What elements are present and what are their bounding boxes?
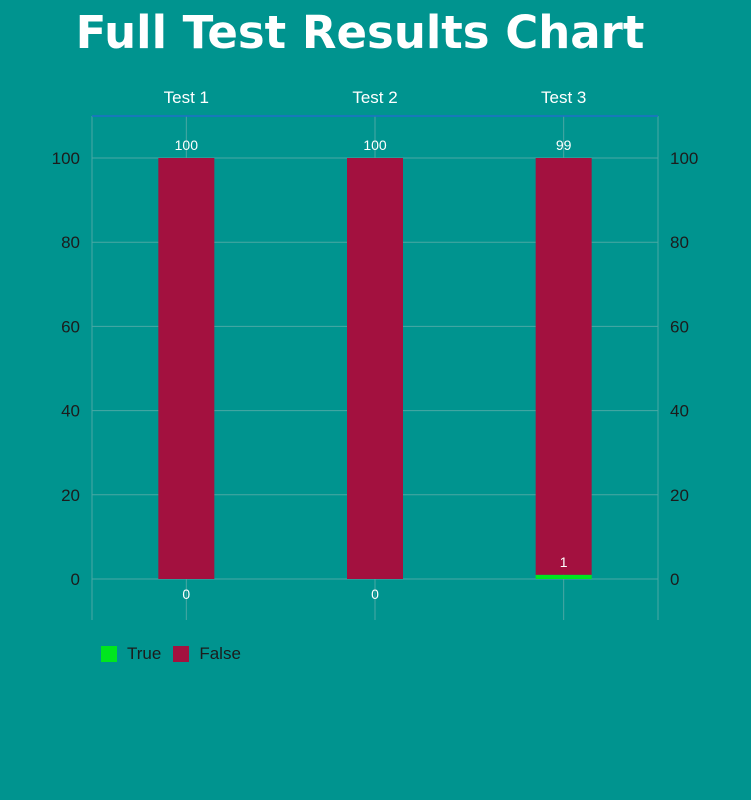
y-tick-right-20: 20 — [670, 486, 689, 505]
y-tick-left-40: 40 — [61, 402, 80, 421]
bar-false-1 — [158, 158, 215, 579]
y-tick-left-60: 60 — [61, 317, 80, 336]
y-tick-right-60: 60 — [670, 317, 689, 336]
legend-swatch-false — [173, 646, 190, 662]
x-label-1: Test 1 — [164, 88, 209, 107]
legend-label-true: True — [127, 644, 162, 663]
y-tick-right-0: 0 — [670, 570, 679, 589]
legend-item-true: True — [101, 644, 161, 664]
bars — [158, 158, 592, 579]
data-label-true-2: 0 — [371, 586, 379, 602]
legend: True False — [101, 644, 253, 664]
y-tick-left-20: 20 — [61, 486, 80, 505]
x-label-3: Test 3 — [541, 88, 586, 107]
chart-title: Full Test Results Chart — [75, 6, 645, 59]
legend-item-false: False — [173, 644, 241, 664]
x-label-2: Test 2 — [352, 88, 397, 107]
axes — [91, 115, 659, 620]
data-label-true-1: 0 — [182, 586, 190, 602]
y-tick-right-40: 40 — [670, 402, 689, 421]
legend-label-false: False — [199, 644, 241, 663]
y-tick-left-80: 80 — [61, 233, 80, 252]
y-tick-right-80: 80 — [670, 233, 689, 252]
legend-swatch-true — [101, 646, 117, 662]
bar-true-3 — [535, 574, 592, 579]
bar-false-2 — [347, 158, 403, 579]
y-tick-right-100: 100 — [670, 149, 698, 168]
data-label-false-1: 100 — [175, 137, 199, 153]
bar-false-3 — [535, 158, 592, 575]
y-tick-left-0: 0 — [71, 570, 80, 589]
data-label-false-2: 100 — [363, 137, 387, 153]
y-tick-left-100: 100 — [52, 149, 80, 168]
data-label-true-3: 1 — [560, 554, 568, 570]
data-label-false-3: 99 — [556, 137, 572, 153]
